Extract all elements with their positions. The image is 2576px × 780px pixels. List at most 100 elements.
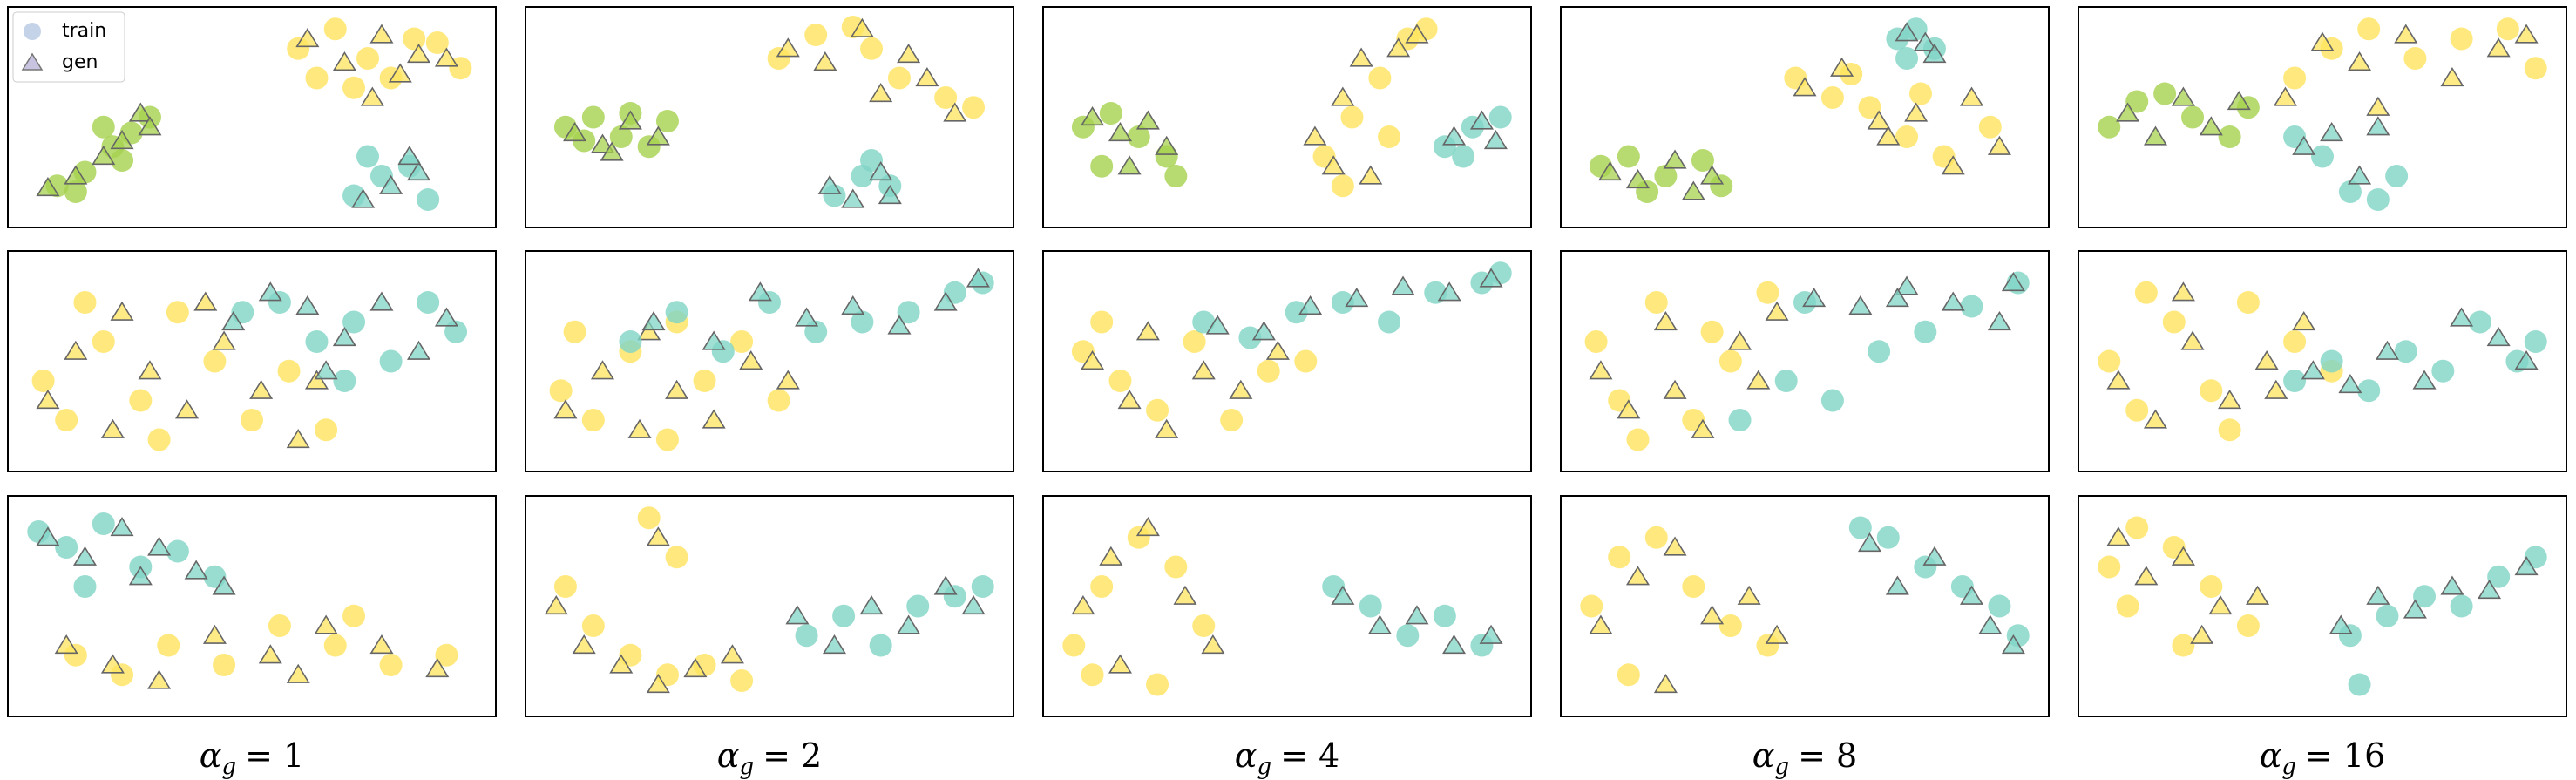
gen-point: [1265, 340, 1290, 360]
train-point: [333, 370, 356, 392]
gen-point: [92, 145, 116, 166]
gen-point: [1830, 57, 1854, 77]
gen-point: [1386, 37, 1411, 58]
train-point: [1580, 594, 1603, 618]
gen-point: [785, 605, 810, 625]
gen-point: [943, 102, 967, 122]
train-point: [832, 604, 856, 627]
train-point: [549, 379, 573, 403]
train-point: [2524, 57, 2547, 80]
gen-point: [1321, 155, 1346, 175]
gen-point: [2116, 102, 2140, 122]
train-point: [1099, 102, 1122, 125]
panel-frame: [1560, 6, 2050, 228]
train-point: [2098, 349, 2121, 373]
gen-point: [813, 51, 837, 71]
gen-point: [2254, 349, 2279, 370]
legend-label: train: [62, 20, 106, 42]
gen-point: [2171, 86, 2195, 106]
gen-point: [1848, 295, 1873, 315]
gen-point: [110, 129, 134, 150]
gen-point: [1479, 624, 1503, 644]
gen-point: [1663, 536, 1687, 556]
legend-marker: [24, 23, 41, 40]
panel-frame: [1560, 495, 2050, 717]
gen-point: [1802, 287, 1827, 308]
caption-subscript: g: [221, 754, 236, 780]
train-point: [2162, 310, 2186, 334]
gen-point: [1155, 135, 1179, 155]
gen-point: [1589, 614, 1613, 634]
gen-point: [618, 110, 642, 130]
gen-point: [406, 340, 431, 360]
train-point: [379, 654, 403, 676]
train-point: [2338, 180, 2362, 203]
train-point: [435, 643, 458, 667]
train-point: [1988, 594, 2011, 618]
gen-point: [1405, 605, 1429, 625]
panel-frame: [1042, 6, 1532, 228]
gen-point: [1155, 418, 1179, 438]
gen-point: [295, 295, 320, 315]
gen-point: [1625, 566, 1651, 586]
gen-point: [369, 634, 394, 655]
train-point: [1192, 614, 1216, 637]
gen-point: [2292, 135, 2316, 155]
train-point: [315, 418, 338, 442]
train-point: [166, 301, 189, 324]
gen-point: [2366, 585, 2390, 605]
train-point: [2413, 585, 2437, 608]
gen-point: [1700, 165, 1725, 185]
train-point: [166, 539, 189, 563]
gen-point: [2366, 96, 2390, 116]
gen-point: [1108, 121, 1133, 142]
train-point: [1718, 349, 1742, 373]
gen-point: [2199, 116, 2223, 136]
legend-marker: [21, 52, 44, 71]
gen-point: [1589, 360, 1613, 380]
train-point: [971, 575, 994, 598]
panel: [1560, 495, 2050, 717]
train-point: [2134, 281, 2158, 304]
gen-point: [2273, 86, 2297, 106]
gen-point: [1349, 47, 1373, 67]
gen-point: [2143, 409, 2168, 429]
train-point: [305, 66, 329, 90]
gen-point: [2320, 121, 2344, 142]
gen-point: [641, 310, 666, 331]
gen-point: [1941, 291, 1965, 311]
gen-point: [2001, 271, 2025, 292]
gen-point: [600, 141, 624, 161]
train-point: [934, 86, 958, 109]
train-point: [2283, 66, 2307, 90]
train-point: [356, 145, 379, 168]
gen-point: [249, 379, 274, 399]
train-point: [1090, 154, 1114, 178]
train-point: [1774, 370, 1798, 392]
train-point: [860, 37, 884, 60]
gen-point: [36, 389, 60, 410]
gen-point: [1876, 125, 1901, 146]
gen-point: [2440, 575, 2464, 595]
train-point: [2153, 82, 2177, 105]
gen-point: [841, 295, 865, 315]
gen-point: [1987, 135, 2011, 155]
train-point: [730, 330, 754, 353]
gen-point: [1746, 370, 1771, 390]
gen-point: [2180, 330, 2205, 350]
gen-point: [1625, 168, 1651, 189]
gen-point: [110, 516, 134, 537]
train-point: [1164, 165, 1188, 187]
gen-point: [2514, 555, 2539, 576]
panel-frame: [1560, 250, 2050, 472]
train-point: [2431, 359, 2455, 383]
train-point: [2181, 105, 2205, 129]
train-point: [2311, 145, 2334, 168]
gen-point: [563, 121, 587, 142]
gen-point: [1727, 330, 1752, 350]
panel-frame: [2078, 495, 2567, 717]
gen-point: [2412, 370, 2437, 390]
gen-point: [2171, 546, 2195, 566]
column-caption: αg = 1: [200, 736, 304, 780]
